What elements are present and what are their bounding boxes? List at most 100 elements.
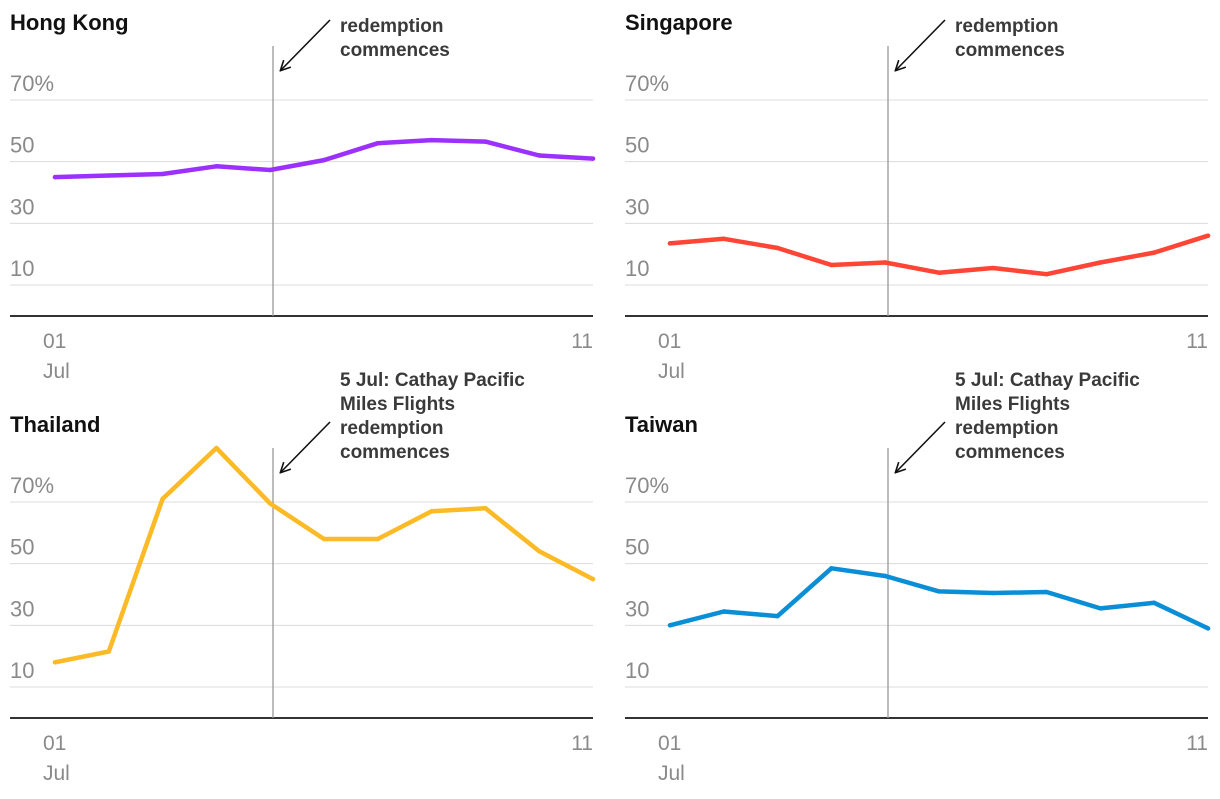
data-point xyxy=(1098,260,1103,265)
panel-title: Singapore xyxy=(625,10,733,35)
event-annotation-line: commences xyxy=(955,40,1065,61)
series-line xyxy=(667,566,1211,631)
data-point xyxy=(106,649,112,654)
data-point xyxy=(590,156,596,161)
data-point xyxy=(775,613,780,619)
data-point xyxy=(990,590,995,596)
data-point xyxy=(829,262,834,268)
data-point xyxy=(483,139,488,144)
data-point xyxy=(52,174,58,180)
x-tick-label: Jul xyxy=(658,360,685,383)
series-line xyxy=(667,233,1211,277)
annotation-arrow xyxy=(281,19,331,70)
y-tick-label: 10 xyxy=(10,256,34,281)
data-point xyxy=(160,496,165,502)
data-point xyxy=(936,589,942,594)
y-tick-label: 50 xyxy=(10,133,34,158)
y-tick-label: 70% xyxy=(10,473,54,498)
x-tick-label: 01 xyxy=(658,330,681,353)
data-point xyxy=(375,140,380,146)
data-point xyxy=(936,270,942,275)
series-line xyxy=(52,445,596,665)
data-point xyxy=(537,549,542,554)
data-point xyxy=(537,153,542,158)
y-tick-label: 50 xyxy=(625,133,649,158)
data-point xyxy=(721,609,726,614)
data-point xyxy=(375,536,380,542)
event-annotation-line: redemption xyxy=(340,16,443,37)
data-point xyxy=(721,236,726,241)
data-point xyxy=(214,445,219,451)
event-annotation-line: redemption xyxy=(340,418,443,439)
event-annotation-line: 5 Jul: Cathay Pacific xyxy=(955,370,1140,391)
panel-title: Hong Kong xyxy=(10,10,129,35)
data-point xyxy=(321,157,327,163)
data-point xyxy=(429,137,434,143)
event-annotation-line: redemption xyxy=(955,16,1058,37)
data-point xyxy=(52,660,58,665)
data-point xyxy=(1205,233,1211,238)
data-point xyxy=(106,173,112,178)
annotation-arrow xyxy=(896,421,946,472)
data-point xyxy=(829,566,834,571)
panel-singapore: 70% 50 30 10 01 Jul 11 Singapore redemption comme… xyxy=(625,10,1211,383)
event-annotation-line: commences xyxy=(340,442,450,463)
data-point xyxy=(1152,600,1157,606)
y-tick-label: 10 xyxy=(625,658,649,683)
x-tick-label: 01 xyxy=(43,732,66,755)
y-tick-label: 10 xyxy=(10,658,34,683)
x-tick-label: Jul xyxy=(43,360,70,383)
panel-title: Thailand xyxy=(10,412,100,437)
y-tick-label: 30 xyxy=(625,596,649,621)
panel-hong-kong: 70% 50 30 10 01 Jul 11 Hong Kong redemption comme… xyxy=(10,10,596,383)
data-point xyxy=(268,167,273,173)
event-annotation-line: Miles Flights xyxy=(340,394,455,415)
x-tick-label: 01 xyxy=(658,732,681,755)
y-tick-label: 70% xyxy=(625,71,669,96)
event-annotation-line: commences xyxy=(955,442,1065,463)
data-point xyxy=(990,265,995,271)
data-point xyxy=(883,573,888,579)
data-point xyxy=(1044,272,1049,277)
event-annotation-line: commences xyxy=(340,40,450,61)
y-tick-label: 30 xyxy=(10,596,34,621)
x-tick-label: 11 xyxy=(1186,732,1208,755)
x-tick-label: 11 xyxy=(571,330,593,353)
x-tick-label: Jul xyxy=(43,762,70,785)
annotation-arrow xyxy=(896,19,946,70)
data-point xyxy=(1098,606,1103,611)
x-tick-label: Jul xyxy=(658,762,685,785)
y-tick-label: 50 xyxy=(625,535,649,560)
data-point xyxy=(429,509,434,514)
y-tick-label: 50 xyxy=(10,535,34,560)
annotation-arrow xyxy=(281,421,331,472)
data-point xyxy=(775,245,780,251)
data-point xyxy=(268,501,273,506)
panel-title: Taiwan xyxy=(625,412,698,437)
event-annotation-line: redemption xyxy=(955,418,1058,439)
data-point xyxy=(160,171,165,177)
y-tick-label: 30 xyxy=(10,194,34,219)
x-tick-label: 01 xyxy=(43,330,66,353)
event-annotation-line: 5 Jul: Cathay Pacific xyxy=(340,370,525,391)
x-tick-label: 11 xyxy=(571,732,593,755)
y-tick-label: 70% xyxy=(10,71,54,96)
data-point xyxy=(667,241,673,246)
data-point xyxy=(321,536,327,542)
y-tick-label: 70% xyxy=(625,473,669,498)
data-point xyxy=(883,260,888,265)
data-point xyxy=(214,164,219,169)
data-point xyxy=(483,505,488,511)
data-point xyxy=(1205,626,1211,631)
y-tick-label: 30 xyxy=(625,194,649,219)
data-point xyxy=(1152,250,1157,255)
event-annotation-line: Miles Flights xyxy=(955,394,1070,415)
y-tick-label: 10 xyxy=(625,256,649,281)
data-point xyxy=(590,576,596,582)
x-tick-label: 11 xyxy=(1186,330,1208,353)
data-point xyxy=(667,623,673,628)
panel-taiwan: 70% 50 30 10 01 Jul 11 Taiwan 5 Jul: Cathay Paci… xyxy=(625,370,1211,785)
data-point xyxy=(1044,589,1049,595)
